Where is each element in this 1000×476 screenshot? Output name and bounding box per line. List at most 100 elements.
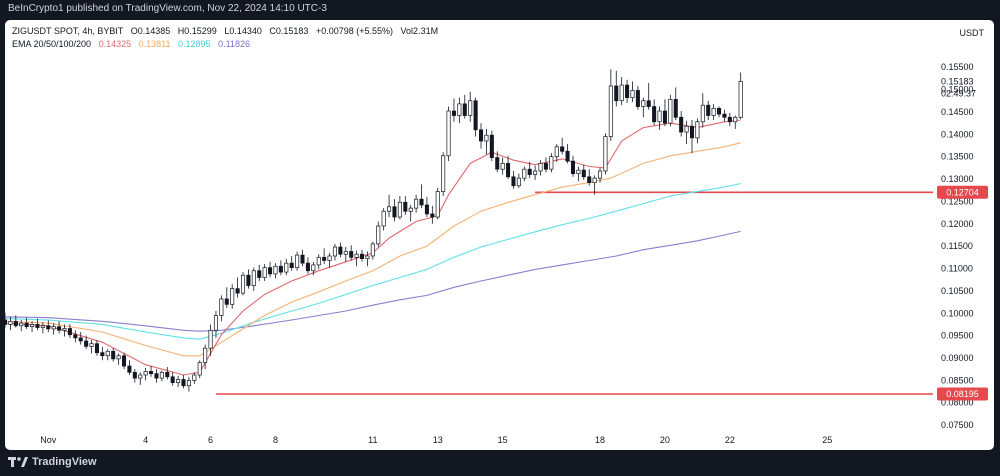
candle-down xyxy=(289,262,294,268)
candle-down xyxy=(246,274,251,286)
candle-down xyxy=(581,169,586,178)
candle-up xyxy=(522,168,527,179)
candle-up xyxy=(457,103,462,116)
candle-up xyxy=(186,380,191,387)
candle-up xyxy=(105,350,110,357)
candle-down xyxy=(673,99,678,118)
candle-down xyxy=(94,343,99,353)
candle-down xyxy=(67,328,72,336)
price-tick-label: 0.12500 xyxy=(941,196,974,206)
candle-up xyxy=(414,198,419,209)
candle-up xyxy=(219,298,224,316)
candle-up xyxy=(397,201,402,218)
candle-up xyxy=(738,81,743,118)
candle-down xyxy=(349,251,354,258)
price-tick-label: 0.10500 xyxy=(941,286,974,296)
candle-down xyxy=(13,320,18,327)
candle-up xyxy=(608,85,613,137)
level-price-badge-text: 0.08195 xyxy=(946,389,979,399)
candle-up xyxy=(484,134,489,142)
candle-up xyxy=(500,163,505,170)
time-axis: Nov 4 6 8 11 13 15 18 20 22 25 xyxy=(40,435,832,445)
time-tick-label: Nov xyxy=(40,435,57,445)
candle-down xyxy=(84,340,89,347)
candle-up xyxy=(538,163,543,172)
time-tick-label: 18 xyxy=(595,435,605,445)
candle-up xyxy=(630,90,635,98)
candle-up xyxy=(332,246,337,257)
candle-down xyxy=(78,337,83,342)
time-tick-label: 25 xyxy=(822,435,832,445)
change-value: +0.00798 (+5.55%) xyxy=(315,26,394,36)
candle-up xyxy=(554,146,559,158)
candle-down xyxy=(57,326,62,331)
candle-up xyxy=(598,170,603,179)
ema100-value: 0.12895 xyxy=(178,39,211,49)
volume-value: Vol2.31M xyxy=(400,26,439,36)
price-tick-label: 0.08500 xyxy=(941,375,974,385)
candle-down xyxy=(722,113,727,118)
ema-label[interactable]: EMA 20/50/100/200 xyxy=(12,39,92,49)
price-tick-label: 0.13000 xyxy=(941,174,974,184)
candle-down xyxy=(451,110,457,116)
candle-up xyxy=(619,84,624,102)
candle-down xyxy=(717,107,722,115)
candle-up xyxy=(89,343,94,347)
tradingview-brand: TradingView xyxy=(8,456,97,468)
price-tick-label: 0.08000 xyxy=(941,398,974,408)
candle-down xyxy=(419,198,424,206)
ema-lines xyxy=(5,119,741,376)
candle-down xyxy=(614,85,619,102)
candle-down xyxy=(706,104,711,116)
currency-label[interactable]: USDT xyxy=(959,28,985,38)
candle-up xyxy=(435,191,440,218)
candle-up xyxy=(262,267,267,278)
candle-down xyxy=(100,352,105,357)
low-value: L0.14340 xyxy=(224,26,262,36)
candle-up xyxy=(40,325,45,328)
candle-up xyxy=(387,206,392,212)
time-tick-label: 20 xyxy=(660,435,670,445)
candle-up xyxy=(138,374,143,379)
tradingview-logo-icon xyxy=(8,457,28,467)
candle-down xyxy=(359,253,365,260)
level-price-badge xyxy=(937,185,988,199)
candle-down xyxy=(154,373,159,379)
candle-up xyxy=(376,225,381,245)
price-tick-label: 0.10000 xyxy=(941,308,974,318)
candle-up xyxy=(159,371,164,379)
candle-up xyxy=(327,255,332,261)
candle-up xyxy=(711,107,716,116)
candle-down xyxy=(46,325,51,330)
candle-down xyxy=(268,267,273,275)
candle-up xyxy=(381,210,386,227)
candle-down xyxy=(543,163,548,170)
candle-down xyxy=(224,298,229,305)
candle-up xyxy=(19,322,24,327)
candle-up xyxy=(468,100,473,116)
time-tick-label: 15 xyxy=(498,435,508,445)
candle-up xyxy=(695,121,700,139)
symbol-label[interactable]: ZIGUSDT SPOT, 4h, BYBIT xyxy=(12,26,124,36)
candle-up xyxy=(641,100,646,107)
price-badges: 0.12704 0.08195 0.15183 02:49:37 xyxy=(937,76,988,401)
candle-up xyxy=(295,254,300,268)
candle-up xyxy=(408,207,413,212)
candle-down xyxy=(462,103,467,116)
candle-up xyxy=(657,110,662,123)
candle-up xyxy=(516,177,521,187)
price-tick-label: 0.15000 xyxy=(941,85,974,95)
support-levels xyxy=(215,191,933,395)
open-value: O0.14385 xyxy=(130,26,171,36)
candle-up xyxy=(311,264,316,272)
candle-countdown-label: 02:49:37 xyxy=(941,88,976,98)
level-price-badge-text: 0.12704 xyxy=(946,187,979,197)
brand-name: TradingView xyxy=(32,456,97,468)
candle-down xyxy=(679,116,684,133)
candle-up xyxy=(30,324,35,328)
price-tick-label: 0.12000 xyxy=(941,219,974,229)
candle-up xyxy=(354,253,359,258)
price-chart[interactable]: 0.15500 0.15000 0.14500 0.14000 0.13500 0.130… xyxy=(5,20,994,450)
high-value: H0.15299 xyxy=(177,26,217,36)
